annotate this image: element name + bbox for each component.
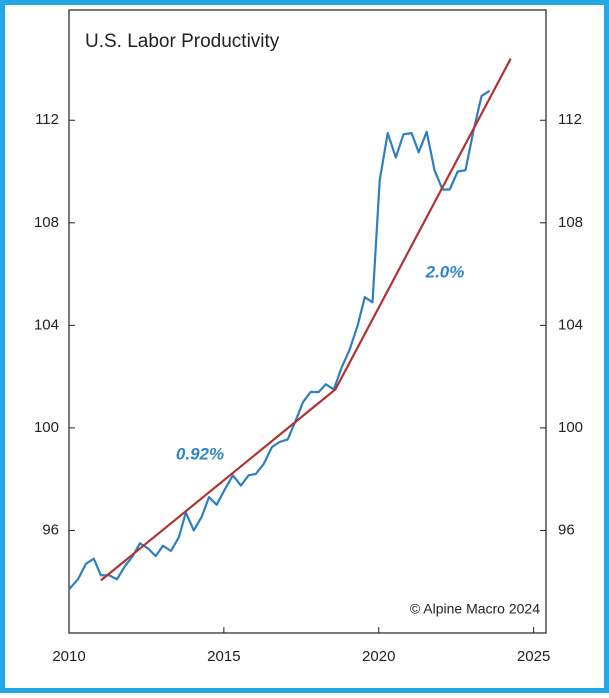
- y-tick-label: 96: [42, 521, 59, 538]
- annotation: 0.92%: [176, 444, 224, 463]
- y-tick-label: 104: [34, 316, 59, 333]
- annotation: 2.0%: [425, 262, 465, 281]
- y2-tick-label: 112: [558, 111, 582, 128]
- y2-tick-label: 108: [558, 214, 583, 231]
- x-tick-label: 2015: [207, 648, 240, 665]
- y-tick-label: 112: [35, 111, 59, 128]
- y-tick-label: 108: [34, 214, 59, 231]
- y2-tick-label: 104: [558, 316, 583, 333]
- y2-tick-label: 100: [558, 419, 583, 436]
- plot-area: [68, 9, 547, 634]
- source-note: © Alpine Macro 2024: [410, 601, 540, 617]
- chart-title: U.S. Labor Productivity: [85, 31, 280, 52]
- x-tick-label: 2010: [52, 648, 85, 665]
- y2-tick-label: 96: [558, 521, 575, 538]
- series-line: [100, 58, 512, 582]
- x-tick-label: 2020: [362, 648, 395, 665]
- series-line: [68, 89, 491, 591]
- x-tick-label: 2025: [517, 648, 550, 665]
- y-tick-label: 100: [34, 419, 59, 436]
